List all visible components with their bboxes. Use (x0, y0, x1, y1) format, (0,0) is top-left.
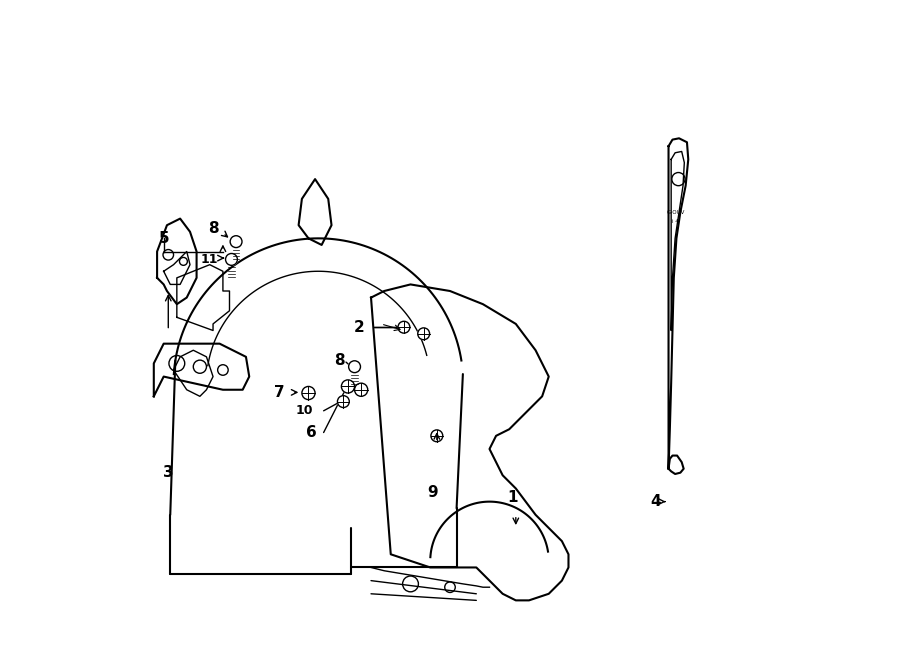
Circle shape (338, 396, 349, 408)
Circle shape (418, 328, 429, 340)
Text: 4: 4 (650, 494, 661, 509)
Circle shape (355, 383, 368, 397)
Text: G-OUV: G-OUV (667, 210, 685, 215)
Text: 5: 5 (158, 231, 169, 246)
Circle shape (398, 321, 410, 333)
Text: 7: 7 (274, 385, 284, 400)
Text: 3: 3 (163, 465, 174, 479)
Circle shape (341, 380, 355, 393)
Text: 10: 10 (295, 405, 313, 417)
Text: 9: 9 (427, 485, 437, 500)
Text: 2: 2 (354, 320, 364, 334)
Circle shape (302, 387, 315, 400)
Text: i 4: i 4 (672, 219, 680, 224)
Circle shape (230, 236, 242, 248)
Text: 11: 11 (201, 253, 219, 266)
Circle shape (348, 361, 361, 373)
Text: 8: 8 (334, 352, 345, 368)
Text: 8: 8 (208, 221, 219, 236)
Text: 6: 6 (306, 425, 317, 440)
Circle shape (431, 430, 443, 442)
Circle shape (226, 253, 238, 265)
Text: 1: 1 (508, 490, 518, 505)
